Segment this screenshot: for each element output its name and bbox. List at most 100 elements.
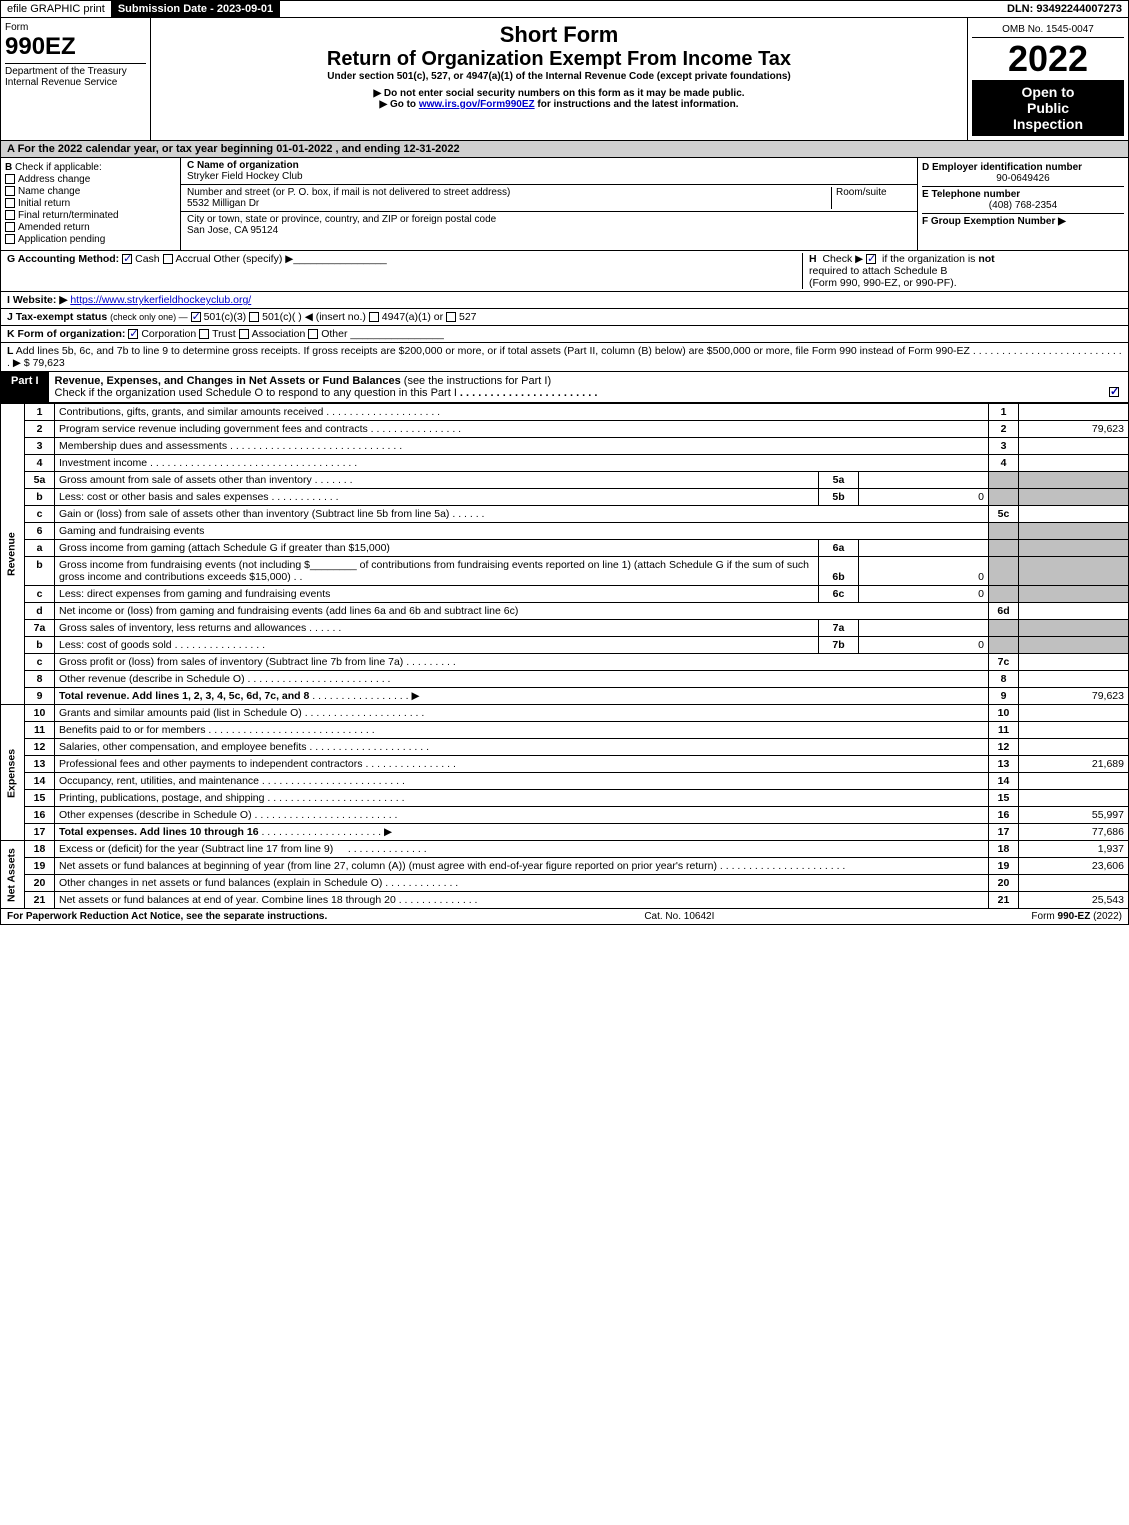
form-number-block: Form 990EZ Department of the Treasury In… xyxy=(1,18,151,140)
part-i-header: Part I Revenue, Expenses, and Changes in… xyxy=(0,372,1129,403)
expenses-sidebar: Expenses xyxy=(1,705,25,841)
form-title-block: Short Form Return of Organization Exempt… xyxy=(151,18,968,140)
checkbox-527[interactable] xyxy=(446,312,456,322)
submission-date: Submission Date - 2023-09-01 xyxy=(112,1,280,17)
year-block: OMB No. 1545-0047 2022 Open to Public In… xyxy=(968,18,1128,140)
section-j-tax-status: J Tax-exempt status (check only one) — 5… xyxy=(0,309,1129,326)
line-6a: a Gross income from gaming (attach Sched… xyxy=(1,540,1129,557)
line-2: 2 Program service revenue including gove… xyxy=(1,421,1129,438)
line-15: 15 Printing, publications, postage, and … xyxy=(1,790,1129,807)
line-3: 3 Membership dues and assessments . . . … xyxy=(1,438,1129,455)
top-spacer xyxy=(280,1,1001,17)
section-i-website: I Website: ▶ https://www.strykerfieldhoc… xyxy=(0,292,1129,309)
checkbox-other[interactable] xyxy=(308,329,318,339)
part-i-title: Revenue, Expenses, and Changes in Net As… xyxy=(49,372,1128,402)
dept-treasury: Department of the Treasury Internal Reve… xyxy=(5,63,146,88)
return-title: Return of Organization Exempt From Incom… xyxy=(155,48,963,71)
line-16: 16 Other expenses (describe in Schedule … xyxy=(1,807,1129,824)
line-21: 21 Net assets or fund balances at end of… xyxy=(1,892,1129,909)
section-a-tax-year: A For the 2022 calendar year, or tax yea… xyxy=(0,141,1129,158)
line-8: 8 Other revenue (describe in Schedule O)… xyxy=(1,671,1129,688)
line-20: 20 Other changes in net assets or fund b… xyxy=(1,875,1129,892)
line-7b: b Less: cost of goods sold . . . . . . .… xyxy=(1,637,1129,654)
part-i-label: Part I xyxy=(1,372,49,402)
checkbox-amended[interactable] xyxy=(5,222,15,232)
omb-number: OMB No. 1545-0047 xyxy=(972,22,1124,38)
checkbox-501c[interactable] xyxy=(249,312,259,322)
org-info-row: B Check if applicable: Address change Na… xyxy=(0,158,1129,251)
catalog-number: Cat. No. 10642I xyxy=(327,911,1031,922)
checkbox-4947[interactable] xyxy=(369,312,379,322)
short-form-label: Short Form xyxy=(155,22,963,48)
street-address: 5532 Milligan Dr xyxy=(187,198,259,209)
efile-print-button[interactable]: efile GRAPHIC print xyxy=(1,1,112,17)
checkbox-name-change[interactable] xyxy=(5,186,15,196)
org-name: Stryker Field Hockey Club xyxy=(187,171,303,182)
checkbox-schedule-b[interactable] xyxy=(866,254,876,264)
org-website-link[interactable]: https://www.strykerfieldhockeyclub.org/ xyxy=(70,294,251,306)
line-17: 17 Total expenses. Add lines 10 through … xyxy=(1,824,1129,841)
tax-year: 2022 xyxy=(972,38,1124,80)
paperwork-notice: For Paperwork Reduction Act Notice, see … xyxy=(7,911,327,922)
line-13: 13 Professional fees and other payments … xyxy=(1,756,1129,773)
section-k-org-form: K Form of organization: Corporation Trus… xyxy=(0,326,1129,343)
checkbox-accrual[interactable] xyxy=(163,254,173,264)
section-l-gross-receipts: L Add lines 5b, 6c, and 7b to line 9 to … xyxy=(0,343,1129,372)
form-reference: Form 990-EZ (2022) xyxy=(1031,911,1122,922)
checkbox-final-return[interactable] xyxy=(5,210,15,220)
revenue-sidebar: Revenue xyxy=(1,404,25,705)
section-c-org-info: C Name of organization Stryker Field Hoc… xyxy=(181,158,918,250)
section-b-checkboxes: B Check if applicable: Address change Na… xyxy=(1,158,181,250)
ssn-warning: ▶ Do not enter social security numbers o… xyxy=(155,88,963,99)
checkbox-pending[interactable] xyxy=(5,234,15,244)
line-18: Net Assets 18 Excess or (deficit) for th… xyxy=(1,841,1129,858)
line-5a: 5a Gross amount from sale of assets othe… xyxy=(1,472,1129,489)
line-14: 14 Occupancy, rent, utilities, and maint… xyxy=(1,773,1129,790)
line-12: 12 Salaries, other compensation, and emp… xyxy=(1,739,1129,756)
open-public-inspection: Open to Public Inspection xyxy=(972,80,1124,136)
checkbox-501c3[interactable] xyxy=(191,312,201,322)
line-5c: c Gain or (loss) from sale of assets oth… xyxy=(1,506,1129,523)
telephone: (408) 768-2354 xyxy=(922,200,1124,211)
section-d-e-f: D Employer identification number 90-0649… xyxy=(918,158,1128,250)
city-state-zip: San Jose, CA 95124 xyxy=(187,225,278,236)
part-i-table: Revenue 1 Contributions, gifts, grants, … xyxy=(0,403,1129,909)
line-6b: b Gross income from fundraising events (… xyxy=(1,557,1129,586)
top-bar: efile GRAPHIC print Submission Date - 20… xyxy=(0,0,1129,18)
line-7c: c Gross profit or (loss) from sales of i… xyxy=(1,654,1129,671)
room-suite: Room/suite xyxy=(831,187,911,209)
net-assets-sidebar: Net Assets xyxy=(1,841,25,909)
section-g-h-row: G Accounting Method: Cash Accrual Other … xyxy=(0,251,1129,292)
section-h: H Check ▶ if the organization is not req… xyxy=(802,253,1122,289)
page-footer: For Paperwork Reduction Act Notice, see … xyxy=(0,909,1129,925)
checkbox-address-change[interactable] xyxy=(5,174,15,184)
line-6: 6 Gaming and fundraising events xyxy=(1,523,1129,540)
line-7a: 7a Gross sales of inventory, less return… xyxy=(1,620,1129,637)
line-6d: d Net income or (loss) from gaming and f… xyxy=(1,603,1129,620)
line-6c: c Less: direct expenses from gaming and … xyxy=(1,586,1129,603)
form-number: 990EZ xyxy=(5,33,146,61)
line-1: Revenue 1 Contributions, gifts, grants, … xyxy=(1,404,1129,421)
group-exemption: F Group Exemption Number ▶ xyxy=(922,213,1124,227)
checkbox-association[interactable] xyxy=(239,329,249,339)
line-19: 19 Net assets or fund balances at beginn… xyxy=(1,858,1129,875)
checkbox-cash[interactable] xyxy=(122,254,132,264)
accounting-method: G Accounting Method: Cash Accrual Other … xyxy=(7,253,802,289)
line-11: 11 Benefits paid to or for members . . .… xyxy=(1,722,1129,739)
line-10: Expenses 10 Grants and similar amounts p… xyxy=(1,705,1129,722)
checkbox-corporation[interactable] xyxy=(128,329,138,339)
checkbox-part-i-schedule-o[interactable] xyxy=(1109,387,1119,397)
form-header: Form 990EZ Department of the Treasury In… xyxy=(0,18,1129,141)
instructions-line: ▶ Go to www.irs.gov/Form990EZ for instru… xyxy=(155,99,963,110)
irs-link[interactable]: www.irs.gov/Form990EZ xyxy=(419,99,535,110)
checkbox-trust[interactable] xyxy=(199,329,209,339)
line-9: 9 Total revenue. Add lines 1, 2, 3, 4, 5… xyxy=(1,688,1129,705)
dln-number: DLN: 93492244007273 xyxy=(1001,1,1128,17)
checkbox-initial-return[interactable] xyxy=(5,198,15,208)
line-5b: b Less: cost or other basis and sales ex… xyxy=(1,489,1129,506)
ein: 90-0649426 xyxy=(922,173,1124,184)
section-subtitle: Under section 501(c), 527, or 4947(a)(1)… xyxy=(155,71,963,82)
line-4: 4 Investment income . . . . . . . . . . … xyxy=(1,455,1129,472)
gross-receipts-amount: $ 79,623 xyxy=(24,357,65,369)
form-word: Form xyxy=(5,22,146,33)
